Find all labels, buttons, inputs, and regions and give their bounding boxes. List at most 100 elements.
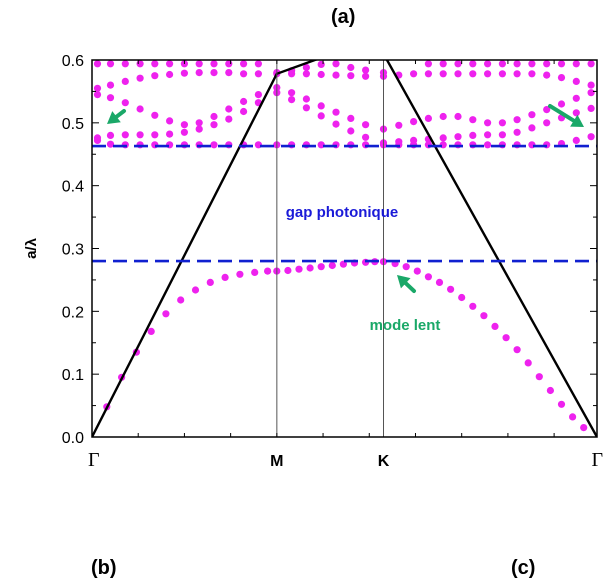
band-point <box>328 261 336 270</box>
band-point <box>484 60 492 68</box>
band-point <box>454 133 462 141</box>
band-point <box>93 134 102 142</box>
band-point <box>93 91 102 99</box>
y-tick-label: 0.4 <box>62 179 84 196</box>
band-point <box>106 94 115 102</box>
band-point <box>195 69 203 77</box>
band-point <box>362 72 370 80</box>
band-point <box>166 117 174 125</box>
band-point <box>195 119 203 127</box>
band-point <box>557 60 566 68</box>
band-point <box>121 77 129 85</box>
band-point <box>458 293 466 302</box>
band-point <box>439 60 447 68</box>
band-point <box>251 268 259 276</box>
band-point <box>557 100 566 108</box>
band-point <box>524 359 532 367</box>
y-tick-label: 0.2 <box>62 304 84 321</box>
band-point <box>498 131 506 139</box>
band-point <box>362 133 370 141</box>
band-point <box>587 133 595 141</box>
band-point <box>484 131 492 139</box>
band-point <box>513 346 521 354</box>
band-point <box>587 81 595 89</box>
band-point <box>454 70 462 78</box>
y-tick-label: 0.0 <box>62 430 84 447</box>
band-point <box>302 70 310 78</box>
band-point <box>543 106 551 114</box>
band-point <box>180 121 188 129</box>
band-point <box>210 141 218 149</box>
band-point <box>254 70 262 78</box>
band-point <box>480 312 488 320</box>
band-point <box>332 108 340 116</box>
band-point <box>295 265 303 273</box>
band-point <box>454 60 462 68</box>
band-point <box>93 60 102 68</box>
band-point <box>546 386 555 395</box>
band-point <box>288 89 296 97</box>
arrow-head <box>107 111 121 124</box>
band-point <box>288 96 296 104</box>
band-point <box>424 114 432 122</box>
band-point <box>106 140 115 148</box>
band-point <box>136 105 144 113</box>
band-point <box>435 278 444 286</box>
band-point <box>469 60 477 68</box>
band-point <box>136 131 144 139</box>
band-point <box>513 70 521 78</box>
band-point <box>151 72 159 80</box>
band-point <box>557 74 566 82</box>
arrow-icon <box>548 104 584 127</box>
band-point <box>469 116 477 124</box>
arrow-shaft <box>114 109 126 119</box>
band-point <box>347 114 355 122</box>
band-point <box>498 119 506 127</box>
band-point <box>180 128 188 136</box>
band-point <box>410 70 418 78</box>
band-point <box>317 112 325 120</box>
band-point <box>402 263 410 271</box>
x-tick-label: K <box>378 453 390 470</box>
plot-frame <box>91 59 598 438</box>
band-point <box>106 131 115 139</box>
band-point <box>347 127 355 135</box>
band-point <box>513 128 521 136</box>
band-point <box>121 60 129 68</box>
band-point <box>332 60 340 68</box>
band-point <box>264 267 272 275</box>
band-point <box>240 97 248 106</box>
band-point <box>528 124 536 132</box>
band-point <box>587 60 595 68</box>
band-point <box>410 118 418 126</box>
band-point <box>587 89 595 97</box>
band-point <box>206 278 214 286</box>
band-point <box>210 121 218 129</box>
band-point <box>439 70 447 78</box>
band-point <box>439 112 447 121</box>
band-point <box>543 71 551 79</box>
panel-label-a: (a) <box>331 6 356 28</box>
arrow-shaft <box>548 104 576 123</box>
band-point <box>236 270 244 278</box>
band-point <box>535 373 543 381</box>
band-point <box>469 131 477 139</box>
band-point <box>439 134 447 142</box>
band-point <box>413 267 421 275</box>
band-point <box>240 70 248 78</box>
band-point <box>151 111 159 119</box>
band-point <box>136 60 144 68</box>
y-tick-label: 0.3 <box>62 242 84 259</box>
band-point <box>454 112 462 121</box>
band-point <box>225 60 233 68</box>
band-point <box>121 131 129 139</box>
panel-label-c: (c) <box>511 557 536 579</box>
band-point <box>106 60 115 68</box>
band-point <box>191 286 200 294</box>
band-point <box>347 72 355 80</box>
band-point <box>484 141 492 149</box>
band-point <box>543 119 551 127</box>
band-point <box>513 60 521 68</box>
band-point <box>528 111 536 119</box>
panel-label-b: (b) <box>91 557 117 579</box>
